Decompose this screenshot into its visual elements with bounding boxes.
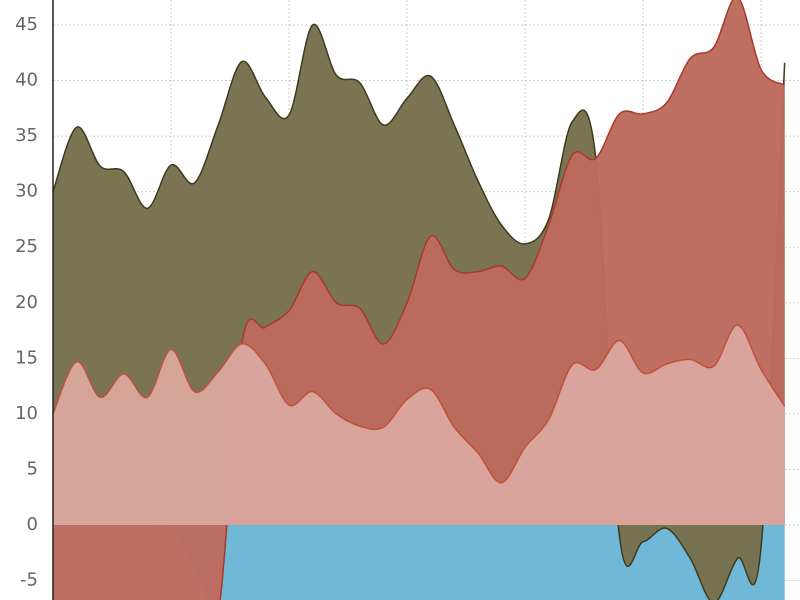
area: [53, 324, 785, 525]
y-tick-label: -5: [20, 570, 38, 591]
y-tick-label: 10: [15, 403, 38, 424]
area-line: [53, 324, 786, 484]
y-tick-label: 15: [15, 347, 38, 368]
plot-area: [53, 0, 786, 600]
y-tick-label: 20: [15, 292, 38, 313]
y-tick-label: 45: [15, 14, 38, 35]
y-tick-label: 25: [15, 236, 38, 257]
y-tick-label: 40: [15, 70, 38, 91]
area: [53, 521, 785, 600]
y-tick-label: 30: [15, 181, 38, 202]
y-tick-label: 0: [27, 514, 38, 535]
y-tick-label: 35: [15, 125, 38, 146]
y-tick-label: 5: [27, 458, 38, 479]
area-line: [53, 23, 786, 600]
area-line: [219, 0, 786, 600]
axis: -5 0 5 10 15 20 25 30 35 40 45: [15, 14, 38, 591]
